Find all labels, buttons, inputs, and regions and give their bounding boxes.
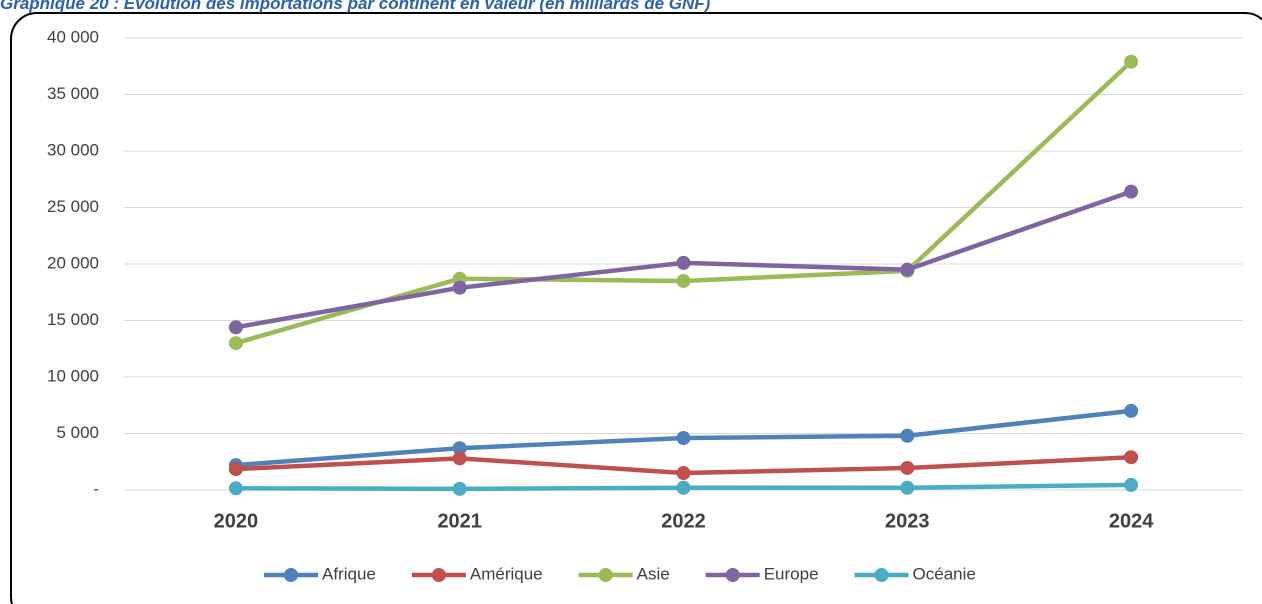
y-tick-label: 25 000 xyxy=(47,197,99,216)
series-line xyxy=(235,60,1133,346)
chart-border xyxy=(10,12,1262,604)
series-marker xyxy=(900,428,915,443)
series-marker xyxy=(676,466,691,481)
series-marker xyxy=(452,481,467,496)
series-marker xyxy=(228,462,243,477)
legend-label: Asie xyxy=(637,564,670,583)
series-marker xyxy=(452,451,467,466)
y-tick-label: - xyxy=(93,479,99,498)
x-tick-label: 2021 xyxy=(437,510,482,532)
series-marker xyxy=(676,480,691,495)
legend-marker xyxy=(284,568,298,582)
legend-label: Amérique xyxy=(470,564,543,583)
series-marker xyxy=(1124,450,1139,465)
legend-label: Afrique xyxy=(322,564,376,583)
x-tick-label: 2022 xyxy=(661,510,706,532)
y-tick-label: 15 000 xyxy=(47,310,99,329)
y-tick-label: 5 000 xyxy=(56,423,99,442)
series-marker xyxy=(1124,184,1139,199)
series-marker xyxy=(452,280,467,295)
legend-label: Europe xyxy=(764,564,819,583)
y-tick-label: 10 000 xyxy=(47,366,99,385)
legend-label: Océanie xyxy=(913,564,976,583)
series-marker xyxy=(452,441,467,456)
series-marker xyxy=(900,460,915,475)
series-marker xyxy=(228,320,243,335)
series-marker xyxy=(676,431,691,446)
x-tick-label: 2020 xyxy=(214,510,259,532)
series-marker xyxy=(900,262,915,277)
chart-title: Graphique 20 : Evolution des importation… xyxy=(0,0,711,13)
series-marker xyxy=(1124,403,1139,418)
legend-marker xyxy=(431,568,446,582)
x-tick-label: 2024 xyxy=(1109,510,1154,532)
y-tick-label: 30 000 xyxy=(47,140,99,159)
legend-marker xyxy=(598,568,613,582)
series-marker xyxy=(676,273,691,288)
series-marker xyxy=(900,480,915,495)
series-marker xyxy=(228,336,243,351)
x-tick-label: 2023 xyxy=(885,510,930,532)
series-marker xyxy=(676,255,691,270)
legend-marker xyxy=(725,568,740,582)
y-tick-label: 40 000 xyxy=(47,27,99,46)
y-tick-label: 35 000 xyxy=(47,84,99,103)
series-marker xyxy=(1124,54,1139,69)
y-tick-label: 20 000 xyxy=(47,253,99,272)
legend-marker xyxy=(874,568,889,582)
series-marker xyxy=(228,481,243,496)
series-marker xyxy=(1124,477,1139,492)
